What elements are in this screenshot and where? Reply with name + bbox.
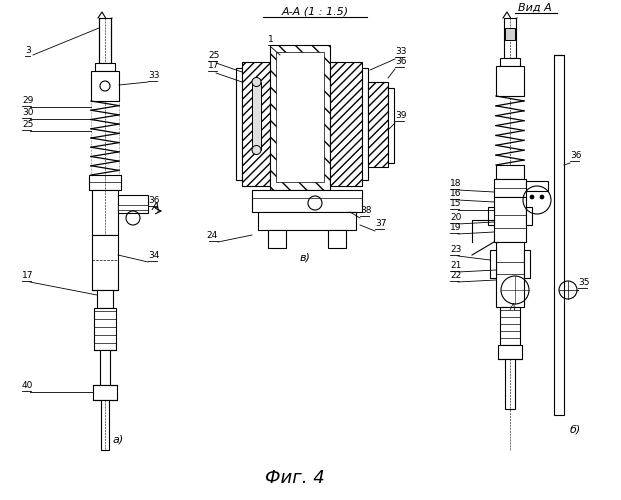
Text: Фиг. 4: Фиг. 4: [265, 469, 325, 487]
Bar: [500, 58, 520, 66]
Text: 30: 30: [22, 108, 34, 117]
Text: 18: 18: [450, 179, 461, 188]
Text: 33: 33: [148, 71, 160, 80]
Bar: [268, 230, 286, 248]
Text: 3: 3: [25, 46, 31, 55]
Text: А: А: [152, 202, 160, 212]
Bar: [496, 66, 524, 96]
Bar: [362, 68, 368, 180]
Text: 15: 15: [450, 199, 461, 208]
Circle shape: [530, 195, 534, 199]
Text: 33: 33: [395, 47, 407, 56]
Text: 36: 36: [570, 151, 581, 160]
Bar: [270, 45, 330, 190]
Text: 1: 1: [268, 35, 274, 44]
Text: Вид А: Вид А: [518, 3, 552, 13]
Bar: [95, 63, 115, 71]
Text: А-А (1 : 1.5): А-А (1 : 1.5): [281, 7, 348, 17]
Bar: [494, 197, 526, 242]
Bar: [258, 212, 356, 230]
Bar: [100, 350, 110, 385]
Bar: [524, 250, 530, 278]
Bar: [368, 82, 388, 167]
Text: 40: 40: [22, 381, 34, 390]
Bar: [496, 242, 524, 307]
Bar: [99, 18, 111, 63]
Bar: [252, 82, 261, 150]
Bar: [490, 250, 496, 278]
Bar: [328, 230, 346, 248]
Text: 37: 37: [375, 219, 386, 228]
Bar: [118, 205, 148, 210]
Text: 20: 20: [450, 213, 461, 222]
Bar: [505, 28, 515, 40]
Text: 25: 25: [208, 51, 219, 60]
Bar: [94, 308, 116, 350]
Text: 36: 36: [395, 57, 407, 66]
Bar: [494, 179, 526, 197]
Bar: [242, 62, 270, 186]
Text: А: А: [509, 304, 515, 312]
Text: 29: 29: [22, 96, 34, 105]
Bar: [526, 181, 548, 191]
Bar: [388, 88, 394, 163]
Text: в): в): [300, 253, 311, 263]
Bar: [505, 359, 515, 409]
Circle shape: [540, 195, 544, 199]
Bar: [97, 290, 113, 308]
Bar: [252, 190, 362, 212]
Text: а): а): [113, 435, 124, 445]
Bar: [118, 195, 148, 213]
Bar: [101, 400, 109, 450]
Bar: [504, 18, 516, 58]
Text: 24: 24: [207, 231, 218, 240]
Text: 25: 25: [22, 120, 34, 129]
Bar: [89, 175, 121, 190]
Text: 23: 23: [450, 245, 461, 254]
Text: 22: 22: [450, 271, 461, 280]
Text: 17: 17: [208, 61, 219, 70]
Text: 38: 38: [360, 206, 371, 215]
Bar: [498, 345, 522, 359]
Text: 34: 34: [148, 251, 160, 260]
Bar: [92, 235, 118, 290]
Bar: [554, 55, 564, 415]
Text: 36: 36: [148, 196, 160, 205]
Circle shape: [252, 146, 261, 154]
Bar: [500, 307, 520, 345]
Text: 21: 21: [450, 261, 461, 270]
Bar: [92, 190, 118, 235]
Text: 16: 16: [450, 189, 461, 198]
Text: б): б): [570, 425, 581, 435]
Bar: [91, 71, 119, 101]
Text: 17: 17: [22, 271, 34, 280]
Bar: [488, 207, 494, 225]
Text: 35: 35: [578, 278, 589, 287]
Bar: [496, 165, 524, 179]
Bar: [236, 68, 242, 180]
Bar: [276, 52, 324, 182]
Text: 39: 39: [395, 111, 407, 120]
Bar: [526, 207, 532, 225]
Bar: [93, 385, 117, 400]
Text: 19: 19: [450, 223, 461, 232]
Bar: [330, 62, 362, 186]
Circle shape: [252, 78, 261, 86]
